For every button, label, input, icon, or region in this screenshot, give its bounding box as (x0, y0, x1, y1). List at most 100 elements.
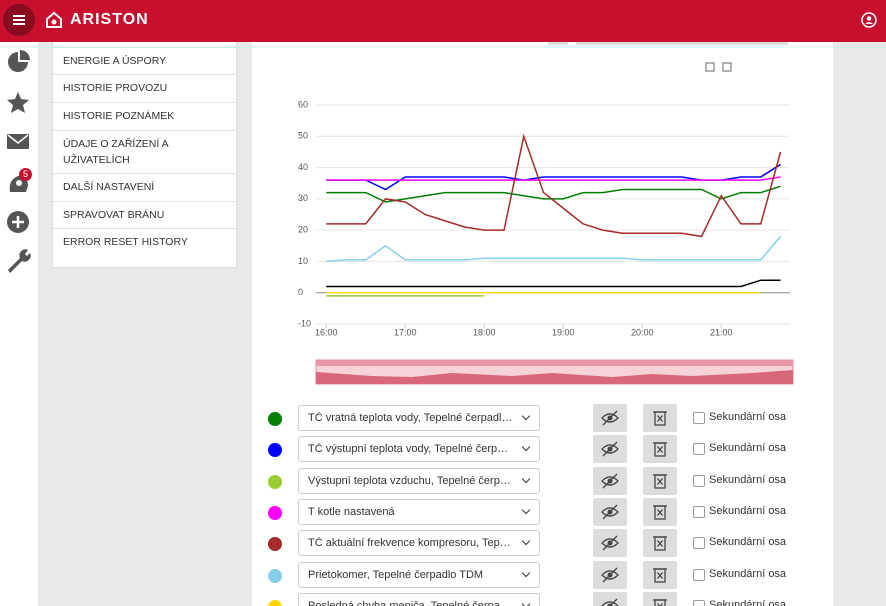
hide-button[interactable] (593, 560, 627, 589)
series-dropdown[interactable]: Posledná chyba meniča, Tepelné čerpadlo … (298, 592, 540, 606)
secondary-axis-label: Sekundární osa (709, 442, 787, 455)
series-line (326, 279, 781, 288)
header: ARISTON (0, 0, 886, 42)
secondary-axis-checkbox[interactable] (693, 443, 705, 456)
secondary-axis-checkbox[interactable] (693, 568, 705, 581)
menu-separator (53, 102, 236, 103)
series-name: TČ vratná teplota vody, Tepelné čerpadlo… (308, 412, 513, 424)
sidebar: 5 (0, 42, 38, 606)
y-tick-label: 0 (298, 287, 303, 297)
x-tick-label: 19:00 (552, 327, 575, 337)
menu-item[interactable]: HISTORIE POZNÁMEK (63, 110, 175, 122)
hide-button[interactable] (593, 404, 627, 432)
secondary-axis-label: Sekundární osa (709, 411, 787, 423)
secondary-axis-label: Sekundární osa (709, 598, 787, 606)
dropdown-arrow (521, 536, 531, 546)
series-dropdown[interactable]: TČ výstupní teplota vody, Tepelné čerpad… (298, 436, 540, 463)
user-button[interactable] (861, 12, 877, 28)
series-color (268, 537, 282, 552)
hide-button[interactable] (593, 466, 627, 495)
x-tick-label: 20:00 (631, 327, 654, 337)
x-tick-label: 21:00 (710, 327, 733, 337)
hide-button[interactable] (593, 529, 627, 558)
sidebar-icons (7, 50, 31, 273)
menu-item[interactable]: ENERGIE A ÚSPORY (63, 55, 167, 67)
dropdown-arrow (521, 599, 531, 606)
delete-button[interactable] (643, 529, 677, 558)
series-dropdown[interactable]: T kotle nastavená (298, 498, 540, 525)
delete-button[interactable] (643, 404, 677, 432)
delete-button[interactable] (643, 435, 677, 464)
series-dropdown[interactable]: Prietokomer, Tepelné čerpadlo TDM (298, 561, 540, 588)
series-color (268, 505, 282, 520)
menu-item[interactable]: ÚDAJE O ZAŘÍZENÍ A UŽIVATELÍCH (63, 138, 169, 166)
top-controls (548, 42, 788, 45)
y-tick-label: 10 (298, 256, 308, 266)
secondary-axis-checkbox[interactable] (693, 412, 705, 424)
series-name: Posledná chyba meniča, Tepelné čerpadlo … (308, 599, 513, 606)
hide-button[interactable] (593, 591, 627, 606)
series-name: Výstupní teplota vzduchu, Tepelné čerpad… (308, 474, 513, 487)
series-line (326, 163, 781, 191)
series-row: TČ výstupní teplota vody, Tepelné čerpad… (252, 435, 833, 466)
y-tick-label: 50 (298, 131, 308, 141)
series-name: TČ výstupní teplota vody, Tepelné čerpad… (308, 443, 513, 456)
series-dropdown[interactable]: Výstupní teplota vzduchu, Tepelné čerpad… (298, 467, 540, 494)
delete-button[interactable] (643, 497, 677, 526)
y-tick-label: 60 (298, 99, 308, 109)
menu-button[interactable] (3, 4, 35, 36)
menu-separator (53, 201, 236, 202)
menu-item[interactable]: HISTORIE PROVOZU (63, 82, 168, 94)
hide-button[interactable] (593, 497, 627, 526)
series-color (268, 443, 282, 458)
dropdown-arrow (521, 568, 531, 577)
menu: ENERGIE A ÚSPORY HISTORIE PROVOZU HISTORIE… (52, 42, 237, 268)
series-color (268, 474, 282, 489)
secondary-axis-checkbox[interactable] (693, 537, 705, 550)
main-panel: -10 0 10 20 30 40 50 60 16:00 17:00 18:00 19:00 20:0… (252, 42, 833, 606)
series-color (268, 599, 282, 606)
x-tick-label: 17:00 (394, 327, 417, 337)
series-dropdown[interactable]: TČ aktuální frekvence kompresoru, Tepeln… (298, 530, 540, 557)
navigator-area (316, 370, 793, 384)
menu-item[interactable]: SPRAVOVAT BRÁNU (63, 209, 165, 221)
series-name: T kotle nastavená (308, 505, 395, 518)
secondary-axis-checkbox[interactable] (693, 474, 705, 487)
menu-item[interactable]: ERROR RESET HISTORY (63, 236, 188, 248)
series-row: Výstupní teplota vzduchu, Tepelné čerpad… (252, 466, 833, 498)
dropdown-arrow (521, 474, 531, 483)
series-row: T kotle nastavená Sekundární osa (252, 497, 833, 529)
series-row: Posledná chyba meniča, Tepelné čerpadlo … (252, 591, 833, 606)
hide-button[interactable] (593, 435, 627, 464)
series-line (326, 176, 781, 181)
menu-separator (53, 130, 236, 131)
notification-badge: 5 (19, 168, 32, 181)
y-tick-label: 20 (298, 225, 308, 235)
navigator-handle[interactable] (316, 360, 793, 366)
series-color (268, 568, 282, 583)
dropdown-arrow (521, 443, 531, 452)
zoom-icons[interactable] (705, 62, 732, 72)
menu-separator (53, 74, 236, 75)
secondary-axis-checkbox[interactable] (693, 505, 705, 518)
menu-item[interactable]: DALŠÍ NASTAVENÍ (63, 181, 155, 193)
dropdown-arrow (521, 505, 531, 515)
series-line (326, 185, 781, 203)
series-line (326, 133, 782, 238)
delete-button[interactable] (643, 591, 677, 606)
series-name: Prietokomer, Tepelné čerpadlo TDM (308, 568, 484, 581)
delete-button[interactable] (643, 466, 677, 495)
secondary-axis-label: Sekundární osa (709, 536, 787, 549)
dropdown-arrow (521, 411, 531, 421)
series-name: TČ aktuální frekvence kompresoru, Tepeln… (308, 537, 513, 550)
delete-button[interactable] (643, 560, 677, 589)
logo: ARISTON (70, 11, 149, 28)
secondary-axis-label: Sekundární osa (709, 473, 787, 486)
secondary-axis-label: Sekundární osa (709, 504, 787, 517)
y-tick-label: 40 (298, 162, 308, 172)
secondary-axis-checkbox[interactable] (693, 599, 705, 606)
logo-icon (46, 11, 62, 28)
series-row: TČ vratná teplota vody, Tepelné čerpadlo… (252, 404, 833, 435)
series-dropdown[interactable]: TČ vratná teplota vody, Tepelné čerpadlo… (298, 405, 540, 431)
